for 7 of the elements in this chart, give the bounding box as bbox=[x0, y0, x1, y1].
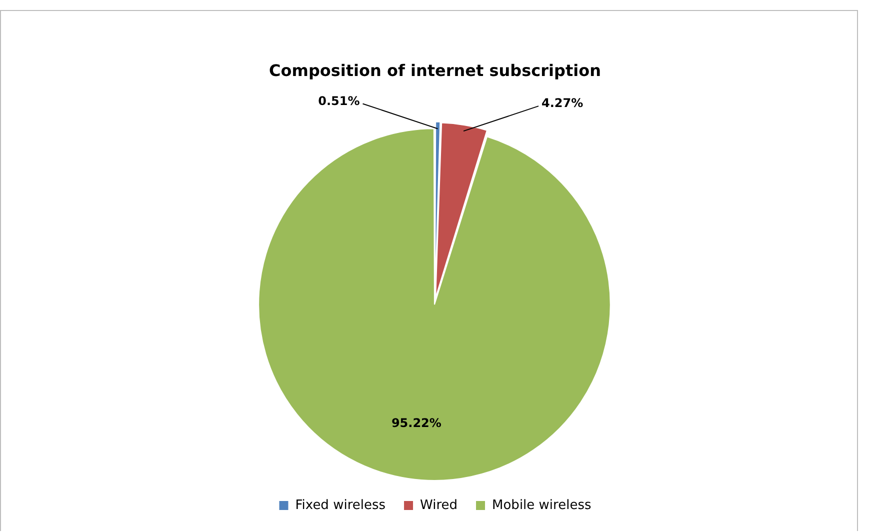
data-label: 95.22% bbox=[391, 416, 442, 430]
data-label: 4.27% bbox=[542, 96, 584, 110]
legend-label: Mobile wireless bbox=[492, 498, 592, 513]
legend-label: Wired bbox=[420, 498, 458, 513]
chart-title: Composition of internet subscription bbox=[269, 60, 601, 80]
data-label: 0.51% bbox=[318, 94, 360, 108]
legend-label: Fixed wireless bbox=[295, 498, 386, 513]
